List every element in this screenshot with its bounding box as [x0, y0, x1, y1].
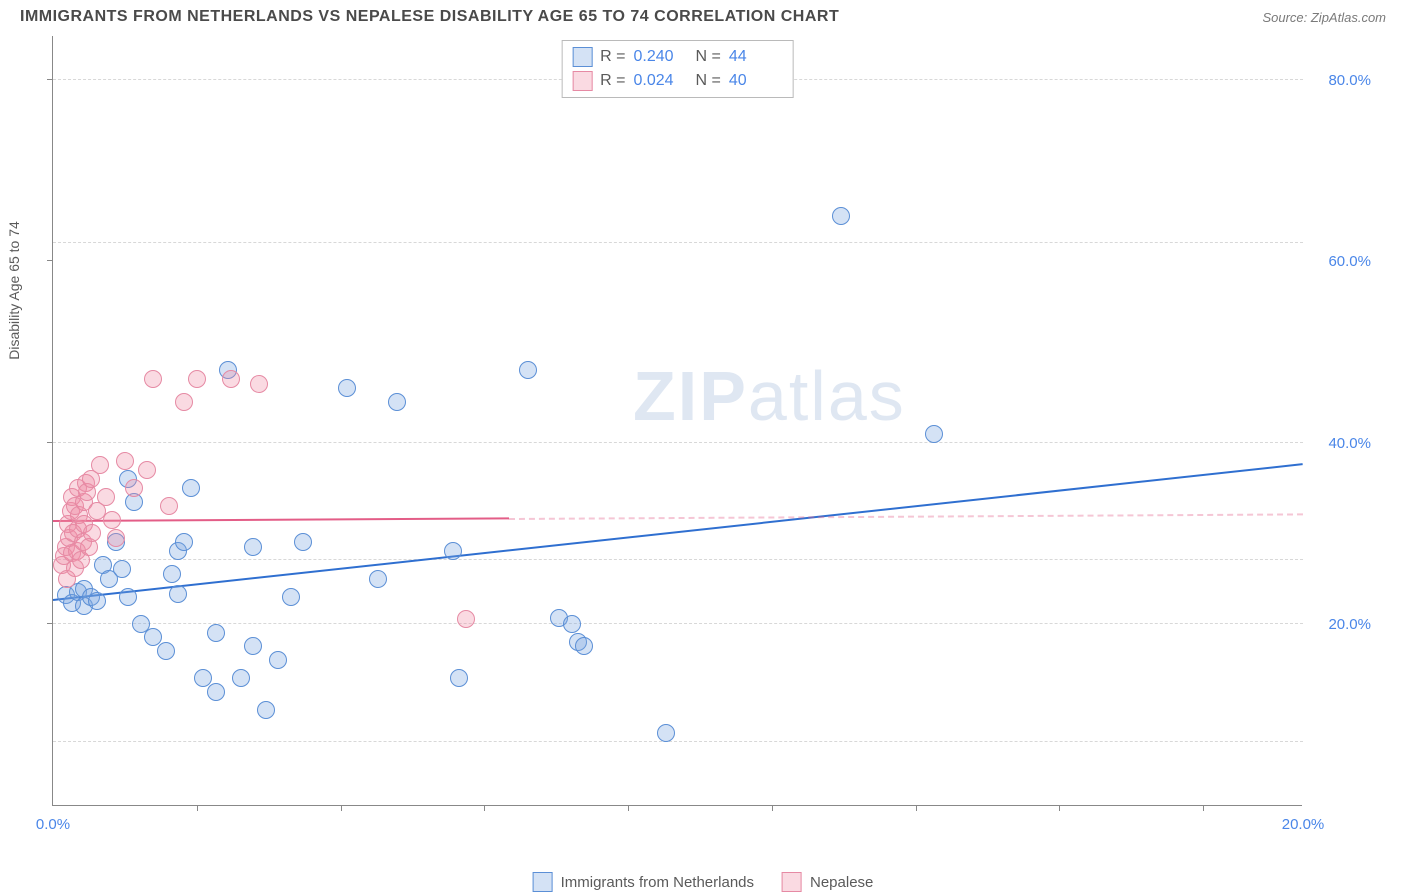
x-tick-label: 0.0%	[36, 816, 70, 833]
scatter-point	[338, 379, 356, 397]
scatter-point	[282, 588, 300, 606]
legend-swatch-nepalese	[572, 71, 592, 91]
gridline-h	[53, 242, 1303, 243]
scatter-point	[188, 370, 206, 388]
scatter-point	[119, 588, 137, 606]
scatter-point	[116, 452, 134, 470]
scatter-point	[269, 651, 287, 669]
scatter-point	[207, 624, 225, 642]
r-label: R =	[600, 48, 625, 66]
legend-stats-row-1: R = 0.240 N = 44	[572, 45, 783, 69]
watermark-light: atlas	[748, 357, 906, 435]
scatter-point	[160, 497, 178, 515]
legend-item-netherlands: Immigrants from Netherlands	[533, 872, 754, 892]
chart-header: IMMIGRANTS FROM NETHERLANDS VS NEPALESE …	[0, 0, 1406, 30]
scatter-point	[832, 207, 850, 225]
scatter-point	[91, 456, 109, 474]
scatter-point	[163, 565, 181, 583]
scatter-point	[444, 542, 462, 560]
scatter-point	[103, 511, 121, 529]
scatter-point	[222, 370, 240, 388]
scatter-point	[369, 570, 387, 588]
scatter-point	[97, 488, 115, 506]
legend-swatch-netherlands-b	[533, 872, 553, 892]
scatter-point	[88, 592, 106, 610]
x-tick-mark	[916, 805, 917, 811]
scatter-point	[457, 610, 475, 628]
legend-swatch-netherlands	[572, 47, 592, 67]
legend-label-nepalese: Nepalese	[810, 874, 873, 891]
chart-footer: Immigrants from Netherlands Nepalese	[0, 836, 1406, 892]
plot-area: ZIPatlas R = 0.240 N = 44 R = 0.024 N = …	[52, 36, 1302, 806]
y-tick-mark	[47, 79, 53, 80]
x-tick-mark	[628, 805, 629, 811]
legend-swatch-nepalese-b	[782, 872, 802, 892]
n-label: N =	[696, 48, 721, 66]
y-tick-label: 40.0%	[1311, 435, 1371, 452]
watermark-bold: ZIP	[633, 357, 748, 435]
r-value-netherlands: 0.240	[634, 48, 688, 66]
chart-area: Disability Age 65 to 74 ZIPatlas R = 0.2…	[52, 36, 1382, 806]
scatter-point	[563, 615, 581, 633]
r-label-2: R =	[600, 72, 625, 90]
x-tick-mark	[484, 805, 485, 811]
scatter-point	[125, 479, 143, 497]
scatter-point	[157, 642, 175, 660]
scatter-point	[388, 393, 406, 411]
scatter-point	[144, 370, 162, 388]
x-tick-mark	[341, 805, 342, 811]
scatter-point	[519, 361, 537, 379]
y-tick-label: 80.0%	[1311, 72, 1371, 89]
scatter-point	[250, 375, 268, 393]
y-axis-label: Disability Age 65 to 74	[6, 221, 22, 360]
scatter-point	[175, 393, 193, 411]
scatter-point	[107, 529, 125, 547]
gridline-h	[53, 559, 1303, 560]
x-tick-label: 20.0%	[1282, 816, 1325, 833]
scatter-point	[657, 724, 675, 742]
x-tick-mark	[1059, 805, 1060, 811]
legend-stats: R = 0.240 N = 44 R = 0.024 N = 40	[561, 40, 794, 98]
chart-title: IMMIGRANTS FROM NETHERLANDS VS NEPALESE …	[20, 8, 839, 26]
gridline-h	[53, 442, 1303, 443]
r-value-nepalese: 0.024	[634, 72, 688, 90]
scatter-point	[169, 585, 187, 603]
y-tick-mark	[47, 623, 53, 624]
trend-line	[53, 463, 1303, 601]
scatter-point	[257, 701, 275, 719]
chart-source: Source: ZipAtlas.com	[1262, 10, 1386, 25]
trend-line-dashed	[509, 513, 1303, 520]
n-label-2: N =	[696, 72, 721, 90]
x-tick-mark	[197, 805, 198, 811]
watermark: ZIPatlas	[633, 356, 906, 436]
scatter-point	[232, 669, 250, 687]
x-tick-mark	[772, 805, 773, 811]
y-tick-mark	[47, 260, 53, 261]
x-tick-mark	[1203, 805, 1204, 811]
legend-item-nepalese: Nepalese	[782, 872, 873, 892]
scatter-point	[244, 637, 262, 655]
scatter-point	[244, 538, 262, 556]
scatter-point	[175, 533, 193, 551]
y-tick-label: 20.0%	[1311, 616, 1371, 633]
scatter-point	[138, 461, 156, 479]
gridline-h	[53, 623, 1303, 624]
scatter-point	[182, 479, 200, 497]
legend-label-netherlands: Immigrants from Netherlands	[561, 874, 754, 891]
y-tick-mark	[47, 442, 53, 443]
scatter-point	[113, 560, 131, 578]
y-tick-label: 60.0%	[1311, 253, 1371, 270]
scatter-point	[207, 683, 225, 701]
scatter-point	[925, 425, 943, 443]
scatter-point	[83, 524, 101, 542]
scatter-point	[294, 533, 312, 551]
scatter-point	[575, 637, 593, 655]
n-value-netherlands: 44	[729, 48, 783, 66]
legend-stats-row-2: R = 0.024 N = 40	[572, 69, 783, 93]
n-value-nepalese: 40	[729, 72, 783, 90]
trend-line-solid	[53, 518, 509, 523]
scatter-point	[450, 669, 468, 687]
gridline-h	[53, 741, 1303, 742]
legend-series: Immigrants from Netherlands Nepalese	[533, 872, 874, 892]
